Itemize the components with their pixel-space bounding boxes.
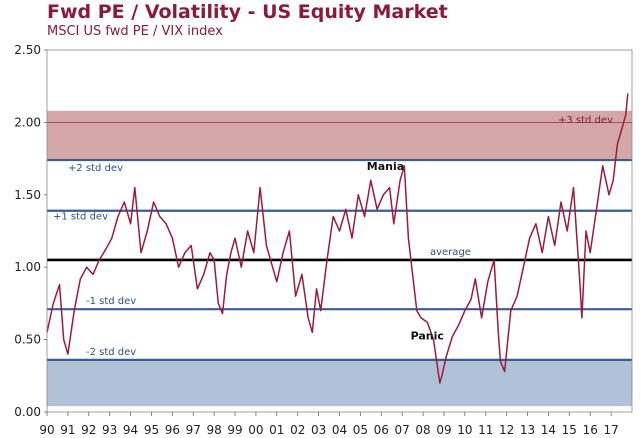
x-tick-label: 17 xyxy=(603,423,618,437)
x-tick-label: 12 xyxy=(499,423,514,437)
y-tick-label: 0.50 xyxy=(14,333,41,347)
chart-subtitle: MSCI US fwd PE / VIX index xyxy=(47,24,223,39)
band-label-0: +3 std dev xyxy=(558,115,613,126)
x-tick-label: 97 xyxy=(186,423,201,437)
x-tick-label: 92 xyxy=(81,423,96,437)
axes-layer: 0.00 0.50 1.00 1.50 2.00 2.50 90 91 92 93 94 95 96 97… xyxy=(14,43,633,437)
x-tick-label: 99 xyxy=(227,423,242,437)
band-1 xyxy=(47,359,632,407)
x-tick-label: 10 xyxy=(457,423,472,437)
x-tick-label: 14 xyxy=(541,423,556,437)
ref-label-average: average xyxy=(430,247,471,258)
x-tick-label: 11 xyxy=(478,423,493,437)
reference-lines-layer xyxy=(47,158,632,361)
chart-title: Fwd PE / Volatility - US Equity Market xyxy=(47,1,448,23)
y-tick-label: 2.00 xyxy=(14,115,41,129)
y-tick-label: 0.00 xyxy=(14,405,41,419)
ref-label--2-std-dev: +2 std dev xyxy=(68,163,123,174)
x-tick-label: 15 xyxy=(562,423,577,437)
labels-layer: +2 std dev +1 std dev average -1 std dev -2 … xyxy=(53,115,613,358)
x-tick-label: 03 xyxy=(311,423,326,437)
x-tick-label: 90 xyxy=(39,423,54,437)
band-0 xyxy=(47,110,632,161)
x-tick-label: 95 xyxy=(144,423,159,437)
series-layer xyxy=(46,93,629,384)
annotation-panic: Panic xyxy=(411,330,444,343)
ref-label--1-std-dev: -1 std dev xyxy=(86,296,136,307)
ref-label--1-std-dev: +1 std dev xyxy=(53,212,108,223)
x-tick-label: 07 xyxy=(395,423,410,437)
x-tick-label: 98 xyxy=(207,423,222,437)
x-tick-label: 96 xyxy=(165,423,180,437)
x-tick-label: 08 xyxy=(415,423,430,437)
x-tick-label: 94 xyxy=(123,423,138,437)
ref-label--2-std-dev: -2 std dev xyxy=(86,347,136,358)
y-tick-label: 2.50 xyxy=(14,43,41,57)
x-tick-label: 00 xyxy=(248,423,263,437)
x-tick-label: 06 xyxy=(374,423,389,437)
x-tick-label: 01 xyxy=(269,423,284,437)
series-line-0 xyxy=(46,93,629,384)
x-tick-label: 13 xyxy=(520,423,535,437)
x-tick-label: 91 xyxy=(60,423,75,437)
x-tick-label: 05 xyxy=(353,423,368,437)
y-tick-label: 1.50 xyxy=(14,188,41,202)
x-tick-label: 04 xyxy=(332,423,347,437)
x-tick-label: 93 xyxy=(102,423,117,437)
x-tick-label: 02 xyxy=(290,423,305,437)
x-tick-label: 16 xyxy=(583,423,598,437)
annotation-mania: Mania xyxy=(367,160,404,173)
x-tick-label: 09 xyxy=(436,423,451,437)
bands-layer xyxy=(47,110,632,407)
y-tick-label: 1.00 xyxy=(14,260,41,274)
